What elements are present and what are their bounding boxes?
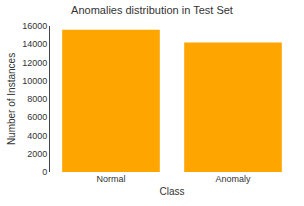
- svg-text:8000: 8000: [27, 94, 47, 104]
- svg-text:6000: 6000: [27, 112, 47, 122]
- svg-text:Anomalies distribution in Test: Anomalies distribution in Test Set: [71, 4, 233, 16]
- svg-text:Number of Instances: Number of Instances: [6, 53, 17, 145]
- svg-text:0: 0: [42, 167, 47, 177]
- svg-text:12000: 12000: [22, 58, 47, 68]
- svg-text:14000: 14000: [22, 39, 47, 49]
- svg-text:16000: 16000: [22, 21, 47, 31]
- svg-text:Class: Class: [159, 186, 184, 197]
- svg-text:10000: 10000: [22, 76, 47, 86]
- svg-text:2000: 2000: [27, 149, 47, 159]
- svg-text:Normal: Normal: [96, 174, 125, 184]
- svg-text:4000: 4000: [27, 131, 47, 141]
- svg-text:Anomaly: Anomaly: [215, 174, 251, 184]
